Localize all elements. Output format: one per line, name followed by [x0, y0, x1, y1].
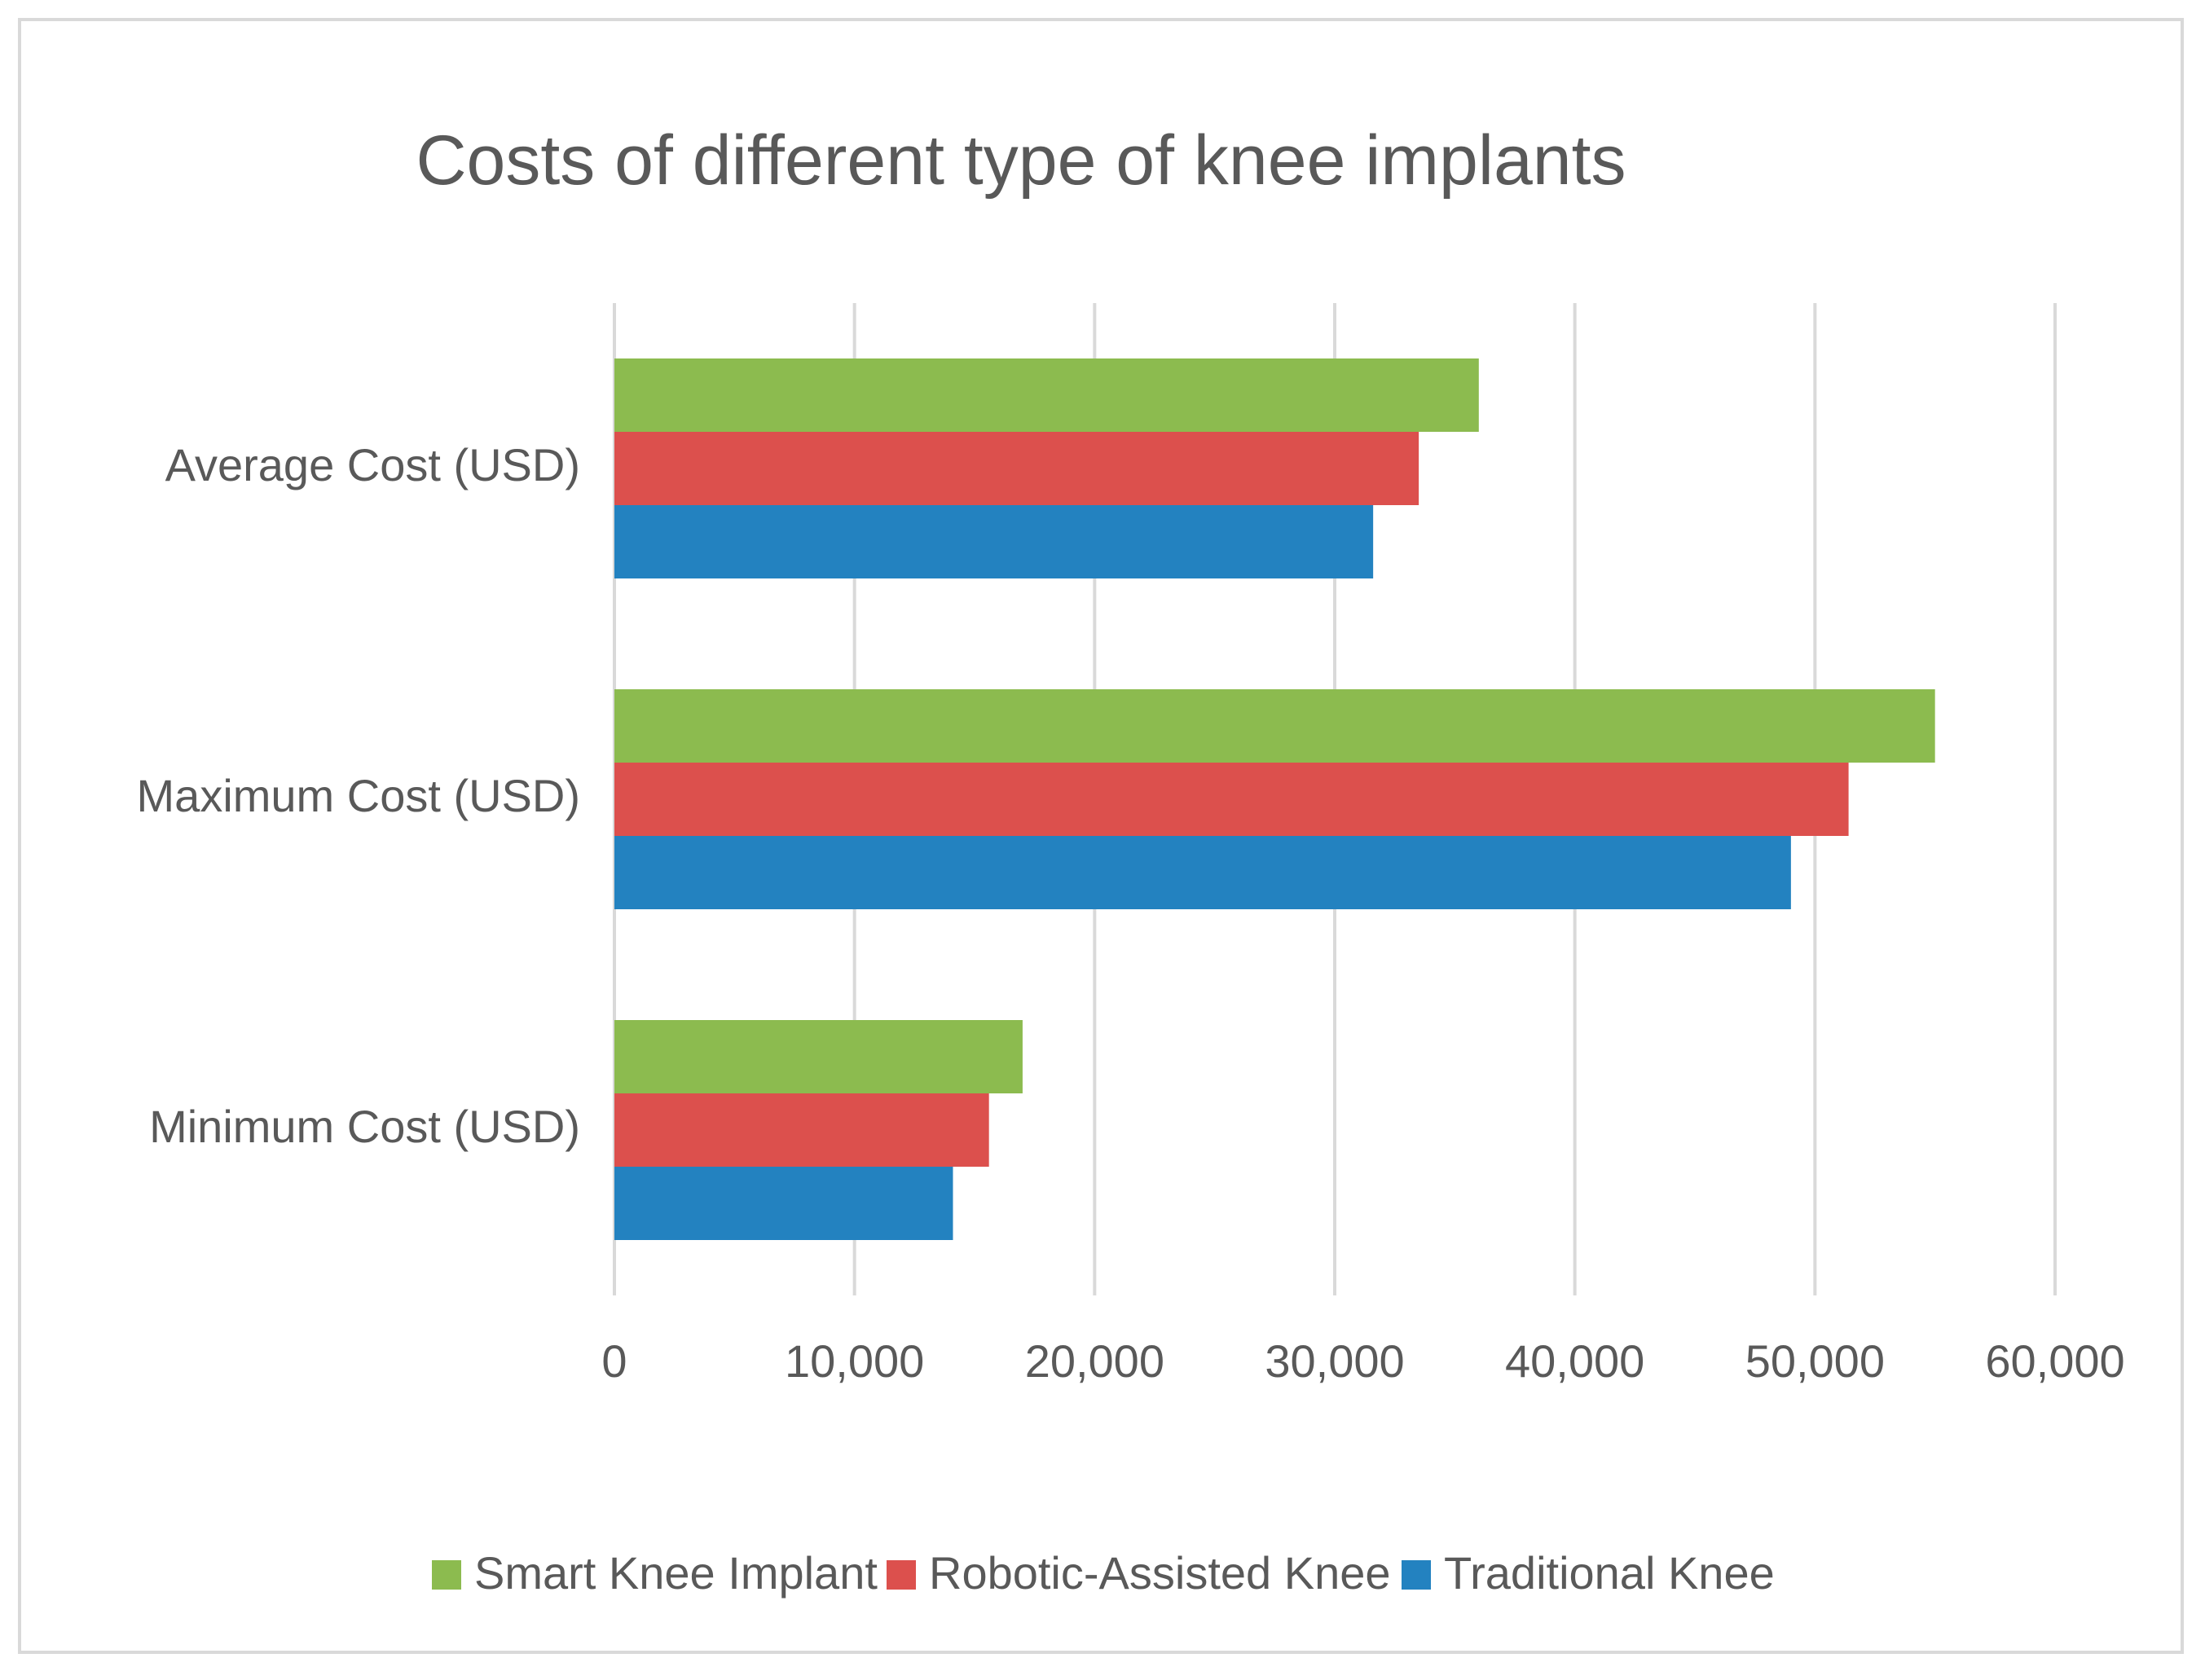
bar-traditional-knee-2: [614, 1167, 953, 1240]
category-labels: Average Cost (USD) Maximum Cost (USD) Mi…: [137, 439, 580, 1152]
legend-swatch-traditional-knee: [1402, 1560, 1431, 1590]
category-label-average: Average Cost (USD): [165, 439, 580, 490]
x-tick-label: 0: [601, 1335, 627, 1387]
bar-robotic-assisted-knee-2: [614, 1093, 989, 1167]
legend-label-robotic-knee: Robotic-Assisted Knee: [929, 1547, 1391, 1599]
legend: Smart Knee Implant Robotic-Assisted Knee…: [432, 1547, 1775, 1599]
x-tick-label: 50,000: [1745, 1335, 1885, 1387]
bar-smart-knee-implant-2: [614, 1020, 1023, 1093]
legend-swatch-robotic-knee: [887, 1560, 916, 1590]
chart-title: Costs of different type of knee implants: [416, 121, 1626, 200]
category-label-minimum: Minimum Cost (USD): [149, 1101, 580, 1152]
legend-label-traditional-knee: Traditional Knee: [1444, 1547, 1775, 1599]
bar-smart-knee-implant-1: [614, 689, 1935, 763]
legend-label-smart-knee: Smart Knee Implant: [474, 1547, 878, 1599]
legend-swatch-smart-knee: [432, 1560, 461, 1590]
bar-robotic-assisted-knee-1: [614, 763, 1849, 836]
bar-traditional-knee-0: [614, 505, 1374, 578]
category-label-maximum: Maximum Cost (USD): [137, 770, 580, 821]
bar-traditional-knee-1: [614, 836, 1791, 909]
bar-smart-knee-implant-0: [614, 358, 1479, 432]
x-axis-tick-labels: 0 10,000 20,000 30,000 40,000 50,000 60,…: [601, 1335, 2124, 1387]
x-tick-label: 20,000: [1025, 1335, 1164, 1387]
x-tick-label: 60,000: [1985, 1335, 2124, 1387]
bars: [614, 358, 1935, 1240]
x-tick-label: 40,000: [1505, 1335, 1644, 1387]
x-tick-label: 10,000: [785, 1335, 924, 1387]
x-tick-label: 30,000: [1265, 1335, 1404, 1387]
bar-robotic-assisted-knee-0: [614, 432, 1419, 505]
